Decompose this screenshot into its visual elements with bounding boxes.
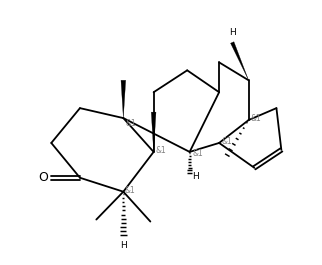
Polygon shape <box>151 112 156 152</box>
Text: H: H <box>192 172 199 180</box>
Text: &1: &1 <box>126 119 136 128</box>
Text: &1: &1 <box>251 114 261 123</box>
Polygon shape <box>121 80 126 118</box>
Text: O: O <box>38 171 48 184</box>
Text: &1: &1 <box>192 149 203 158</box>
Text: H: H <box>120 241 127 250</box>
Text: H: H <box>229 28 236 37</box>
Text: &1: &1 <box>221 137 232 146</box>
Text: &1: &1 <box>125 186 136 195</box>
Polygon shape <box>231 42 249 80</box>
Text: &1: &1 <box>156 146 166 155</box>
